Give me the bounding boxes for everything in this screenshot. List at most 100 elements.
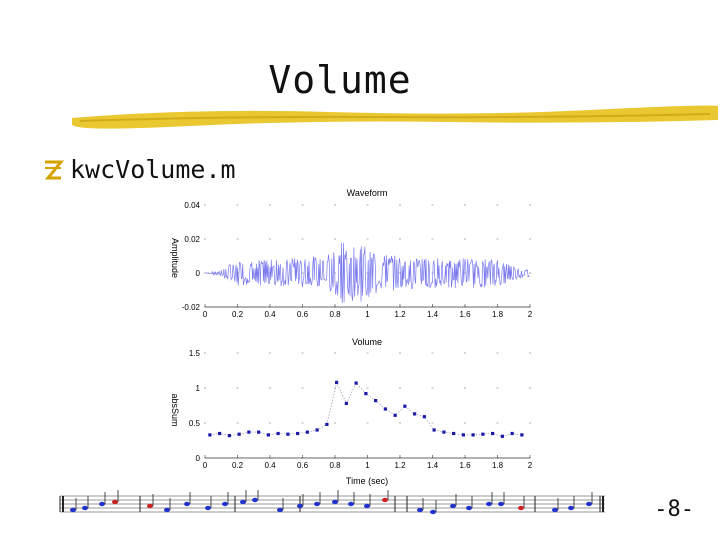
volume-point bbox=[393, 413, 397, 417]
volume-point bbox=[208, 433, 212, 437]
volume-point bbox=[247, 430, 251, 434]
volume-ylabel: absSum bbox=[170, 393, 180, 426]
volume-point bbox=[266, 433, 270, 437]
volume-point bbox=[325, 422, 329, 426]
volume-x-tick-label: 0.2 bbox=[232, 461, 244, 470]
music-note-icon bbox=[297, 503, 303, 509]
z-bullet-icon bbox=[44, 160, 64, 179]
music-note-icon bbox=[518, 505, 524, 511]
music-note-icon bbox=[222, 501, 228, 507]
waveform-x-tick-label: 1.6 bbox=[459, 310, 471, 319]
music-note-icon bbox=[205, 505, 211, 511]
volume-point bbox=[403, 404, 407, 408]
music-note-icon bbox=[382, 497, 388, 503]
volume-point bbox=[481, 432, 485, 436]
waveform-x-tick-label: 0.2 bbox=[232, 310, 244, 319]
volume-series-line bbox=[209, 381, 522, 437]
volume-x-tick-label: 1.8 bbox=[492, 461, 504, 470]
volume-x-tick-label: 0.8 bbox=[329, 461, 341, 470]
music-note-icon bbox=[348, 501, 354, 507]
music-note-icon bbox=[486, 501, 492, 507]
music-note-icon bbox=[364, 503, 370, 509]
page-number: -8- bbox=[654, 497, 694, 522]
volume-x-tick-label: 1.6 bbox=[459, 461, 471, 470]
volume-point bbox=[296, 431, 300, 436]
waveform-x-tick-label: 1.8 bbox=[492, 310, 504, 319]
music-note-icon bbox=[552, 507, 558, 513]
volume-point bbox=[510, 431, 514, 436]
music-note-icon bbox=[112, 499, 118, 505]
waveform-x-tick-label: 0.6 bbox=[297, 310, 309, 319]
waveform-title: Waveform bbox=[347, 188, 388, 198]
music-note-icon bbox=[82, 505, 88, 511]
volume-x-tick-label: 2 bbox=[528, 461, 533, 470]
music-note-icon bbox=[99, 501, 105, 507]
volume-figure: Waveform Amplitude 0 0.2 0.4 0.6 0.8 1 1.2 1.4 1… bbox=[170, 188, 533, 486]
volume-point bbox=[461, 433, 465, 437]
volume-point bbox=[286, 432, 290, 436]
volume-y-tick-label: 0.5 bbox=[189, 419, 201, 428]
volume-point bbox=[305, 430, 309, 434]
music-note-icon bbox=[498, 501, 504, 507]
music-note-icon bbox=[450, 503, 456, 509]
volume-point bbox=[344, 401, 348, 405]
music-note-icon bbox=[240, 499, 246, 505]
volume-point bbox=[383, 407, 387, 411]
volume-point bbox=[227, 434, 231, 438]
music-note-icon bbox=[332, 499, 338, 505]
waveform-x-tick-label: 0 bbox=[203, 310, 208, 319]
volume-point bbox=[422, 415, 426, 419]
waveform-y-tick-label: -0.02 bbox=[182, 303, 201, 312]
volume-x-tick-label: 1.4 bbox=[427, 461, 439, 470]
volume-point bbox=[413, 412, 417, 416]
waveform-y-tick-label: 0.04 bbox=[184, 201, 200, 210]
volume-xlabel: Time (sec) bbox=[346, 476, 388, 486]
volume-point bbox=[335, 380, 339, 384]
waveform-ylabel: Amplitude bbox=[170, 238, 180, 278]
volume-point bbox=[354, 381, 358, 385]
volume-point bbox=[452, 431, 456, 436]
volume-point bbox=[520, 433, 524, 437]
waveform-x-tick-label: 2 bbox=[528, 310, 533, 319]
title-underline-stroke bbox=[71, 105, 718, 129]
volume-point bbox=[237, 432, 241, 436]
volume-x-tick-label: 0.6 bbox=[297, 461, 309, 470]
volume-y-tick-label: 1 bbox=[196, 384, 201, 393]
music-note-icon bbox=[417, 507, 423, 513]
waveform-y-tick-label: 0 bbox=[196, 269, 201, 278]
music-note-icon bbox=[184, 501, 190, 507]
waveform-x-tick-label: 1 bbox=[365, 310, 370, 319]
waveform-x-tick-label: 1.4 bbox=[427, 310, 439, 319]
music-note-icon bbox=[164, 507, 170, 513]
volume-point bbox=[364, 392, 368, 396]
volume-point bbox=[500, 434, 504, 438]
volume-point bbox=[276, 431, 280, 436]
volume-x-tick-label: 1.2 bbox=[394, 461, 406, 470]
volume-title: Volume bbox=[352, 337, 382, 347]
volume-point bbox=[315, 428, 319, 432]
waveform-series-line bbox=[204, 242, 530, 304]
volume-y-tick-label: 1.5 bbox=[189, 349, 201, 358]
music-staff bbox=[59, 490, 605, 515]
music-note-icon bbox=[568, 505, 574, 511]
music-note-icon bbox=[466, 505, 472, 511]
volume-y-tick-label: 0 bbox=[196, 454, 201, 463]
music-note-icon bbox=[430, 509, 436, 515]
music-note-icon bbox=[277, 507, 283, 513]
volume-x-tick-label: 1 bbox=[365, 461, 370, 470]
volume-x-tick-label: 0.4 bbox=[264, 461, 276, 470]
bullet-item: kwcVolume.m bbox=[42, 155, 236, 184]
bullet-text: kwcVolume.m bbox=[70, 155, 236, 184]
volume-point bbox=[374, 399, 378, 403]
volume-x-tick-label: 0 bbox=[203, 461, 208, 470]
slide-title: Volume bbox=[268, 58, 412, 102]
volume-point bbox=[491, 431, 495, 436]
music-note-icon bbox=[314, 501, 320, 507]
waveform-y-tick-label: 0.02 bbox=[184, 235, 200, 244]
waveform-x-tick-label: 0.8 bbox=[329, 310, 341, 319]
volume-point bbox=[471, 433, 475, 437]
waveform-x-tick-label: 0.4 bbox=[264, 310, 276, 319]
music-note-icon bbox=[252, 497, 258, 503]
volume-point bbox=[218, 431, 222, 436]
volume-point bbox=[442, 430, 446, 434]
